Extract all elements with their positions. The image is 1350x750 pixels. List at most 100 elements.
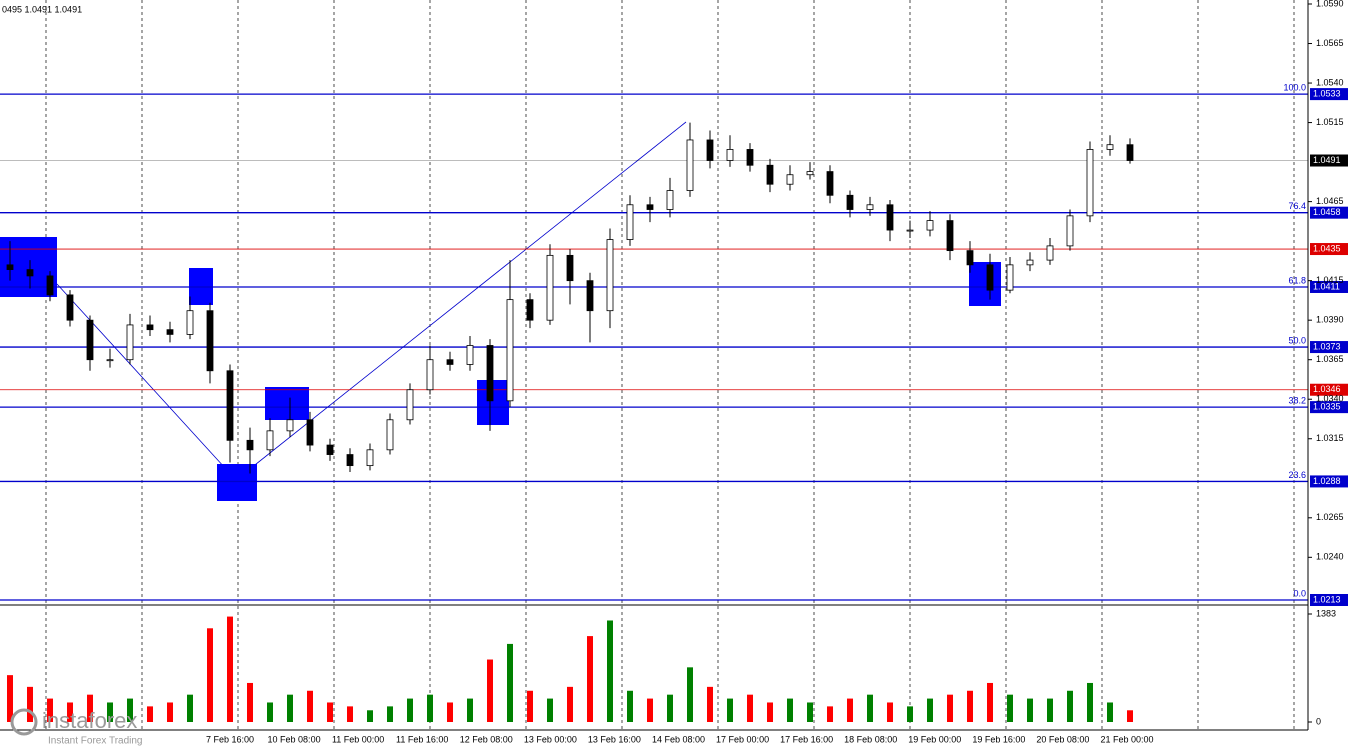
- x-tick-label: 20 Feb 08:00: [1036, 734, 1089, 744]
- volume-bar: [687, 667, 693, 722]
- candle-body: [346, 454, 354, 467]
- volume-bar: [27, 686, 33, 722]
- volume-bar: [7, 675, 13, 722]
- volume-bar: [987, 682, 993, 722]
- candle-body: [166, 329, 174, 335]
- candle-body: [886, 204, 894, 231]
- x-tick-label: 19 Feb 00:00: [908, 734, 961, 744]
- candle-body: [146, 324, 154, 331]
- y-tick-label: 1.0465: [1316, 196, 1344, 206]
- volume-bar: [467, 698, 473, 722]
- signal-box: [217, 464, 257, 501]
- volume-bar: [607, 620, 613, 722]
- volume-bar: [727, 698, 733, 722]
- price-label: 1.0335: [1313, 402, 1341, 412]
- fib-trend: [56, 283, 237, 481]
- y-tick-label: 1.0265: [1316, 512, 1344, 522]
- price-label: 1.0435: [1313, 243, 1341, 253]
- price-label-box: [1310, 88, 1348, 101]
- volume-bar: [527, 690, 533, 722]
- price-label: 1.0213: [1313, 594, 1341, 604]
- volume-bar: [167, 702, 173, 722]
- volume-bar: [947, 694, 953, 722]
- candle-body: [786, 174, 794, 185]
- price-label-box: [1310, 475, 1348, 488]
- y-tick-label: 1.0415: [1316, 275, 1344, 285]
- volume-bar: [247, 682, 253, 722]
- volume-bar: [327, 702, 333, 722]
- candle-body: [246, 439, 254, 451]
- volume-bar: [707, 686, 713, 722]
- candle-body: [286, 419, 294, 432]
- price-label-box: [1310, 243, 1348, 256]
- volume-bar: [1047, 698, 1053, 722]
- x-tick-label: 21 Feb 00:00: [1100, 734, 1153, 744]
- x-tick-label: 19 Feb 16:00: [972, 734, 1025, 744]
- candle-body: [526, 299, 534, 321]
- price-label: 1.0411: [1313, 281, 1340, 291]
- fibo-label: 76.4: [1288, 201, 1306, 211]
- volume-bar: [347, 706, 353, 722]
- volume-bar: [567, 686, 573, 722]
- y-tick-label: 1.0340: [1316, 394, 1344, 404]
- y-tick-label: 1.0565: [1316, 38, 1344, 48]
- volume-bar: [67, 702, 73, 722]
- volume-bar: [967, 690, 973, 722]
- candle-body: [826, 171, 834, 196]
- volume-bar: [787, 698, 793, 722]
- volume-bar: [827, 706, 833, 722]
- volume-bar: [647, 698, 653, 722]
- volume-bar: [227, 616, 233, 722]
- price-label-box: [1310, 280, 1348, 293]
- volume-bar: [767, 702, 773, 722]
- candle-body: [986, 264, 994, 291]
- candle-body: [206, 310, 214, 372]
- volume-bar: [407, 698, 413, 722]
- volume-bar: [1027, 698, 1033, 722]
- volume-bar: [587, 636, 593, 722]
- candles: [6, 122, 1134, 474]
- candle-body: [966, 250, 974, 266]
- candle-body: [46, 275, 54, 296]
- candle-body: [1106, 144, 1114, 150]
- candle-body: [706, 139, 714, 161]
- candle-body: [1026, 259, 1034, 266]
- candle-body: [6, 264, 14, 270]
- candle-body: [566, 254, 574, 282]
- candle-body: [686, 139, 694, 191]
- x-tick-label: 17 Feb 00:00: [716, 734, 769, 744]
- volume-bar: [1067, 690, 1073, 722]
- volume-bar: [887, 702, 893, 722]
- candle-body: [806, 171, 814, 176]
- logo-name: instaforex: [42, 708, 137, 733]
- volume-bar: [627, 690, 633, 722]
- volumes: [7, 616, 1133, 722]
- candle-body: [646, 204, 654, 210]
- logo-icon: [10, 708, 38, 736]
- candle-body: [1006, 264, 1014, 291]
- candle-body: [386, 419, 394, 451]
- y-tick-label: 1.0540: [1316, 77, 1344, 87]
- x-tick-label: 14 Feb 08:00: [652, 734, 705, 744]
- price-label: 1.0458: [1313, 207, 1341, 217]
- volume-bar: [127, 698, 133, 722]
- x-tick-label: 10 Feb 08:00: [268, 734, 321, 744]
- price-label: 1.0346: [1313, 384, 1341, 394]
- logo: instaforex Instant Forex Trading: [10, 708, 143, 747]
- volume-bar: [1107, 702, 1113, 722]
- candle-body: [86, 319, 94, 361]
- candle-body: [746, 149, 754, 166]
- fibo-label: 100.0: [1283, 82, 1306, 92]
- x-tick-label: 11 Feb 00:00: [332, 734, 384, 744]
- y-tick-label: 1.0240: [1316, 552, 1344, 562]
- volume-tick-label: 1383: [1316, 608, 1336, 618]
- y-tick-label: 1.0515: [1316, 117, 1344, 127]
- y-tick-label: 1.0590: [1316, 0, 1344, 8]
- candle-body: [926, 220, 934, 231]
- volume-bar: [1127, 710, 1133, 722]
- candle-body: [1066, 215, 1074, 247]
- candle-body: [486, 345, 494, 402]
- price-label: 1.0491: [1313, 155, 1341, 165]
- candle-body: [546, 254, 554, 321]
